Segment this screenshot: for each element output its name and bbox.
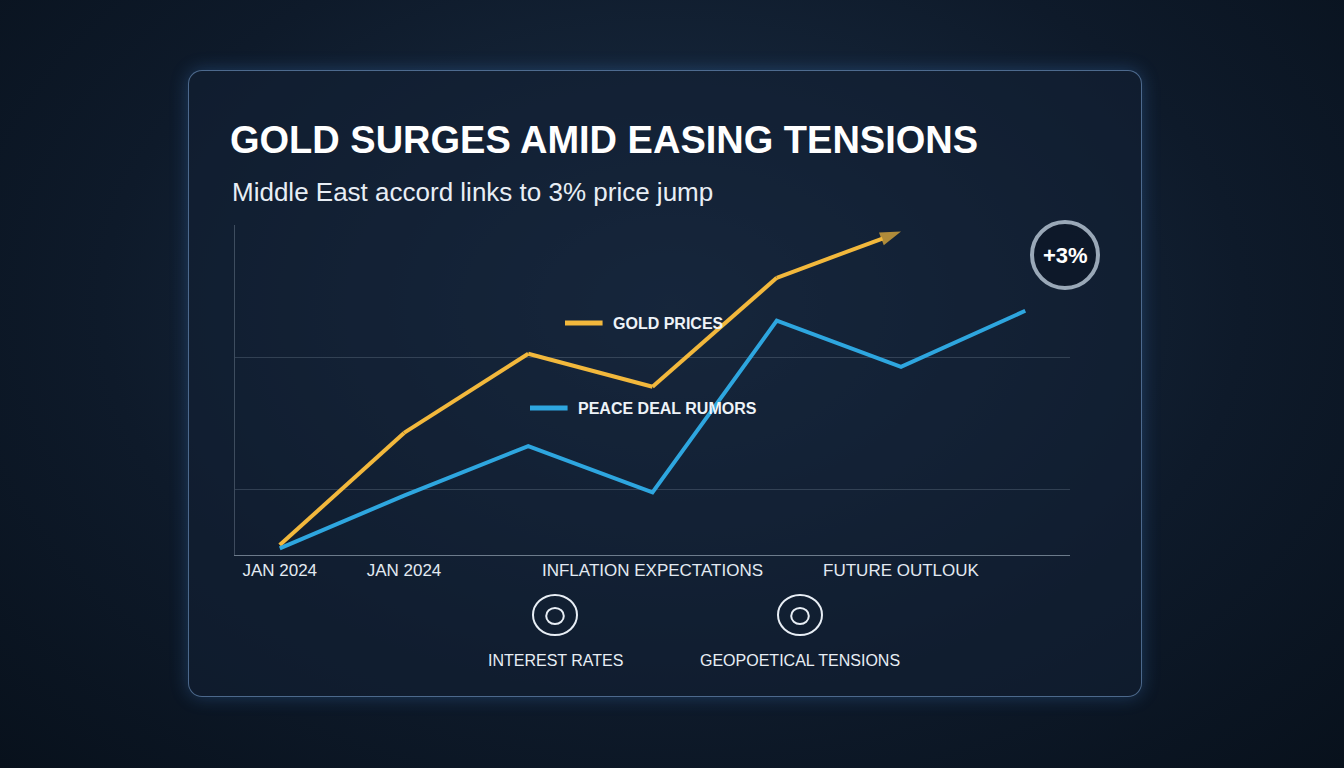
svg-text:INTEREST RATES: INTEREST RATES [488,652,623,669]
svg-text:+3%: +3% [1043,243,1088,268]
svg-text:GOLD SURGES AMID EASING TENSIO: GOLD SURGES AMID EASING TENSIONS [230,119,978,161]
svg-text:Middle East accord links to 3%: Middle East accord links to 3% price jum… [232,177,713,207]
svg-text:JAN 2024: JAN 2024 [242,561,317,580]
svg-text:GOLD PRICES: GOLD PRICES [613,315,724,332]
svg-text:GEOPOETICAL TENSIONS: GEOPOETICAL TENSIONS [700,652,900,669]
svg-text:FUTURE OUTLOUK: FUTURE OUTLOUK [823,561,980,580]
svg-text:PEACE DEAL RUMORS: PEACE DEAL RUMORS [578,400,757,417]
svg-text:INFLATION EXPECTATIONS: INFLATION EXPECTATIONS [542,561,763,580]
svg-text:JAN 2024: JAN 2024 [367,561,442,580]
